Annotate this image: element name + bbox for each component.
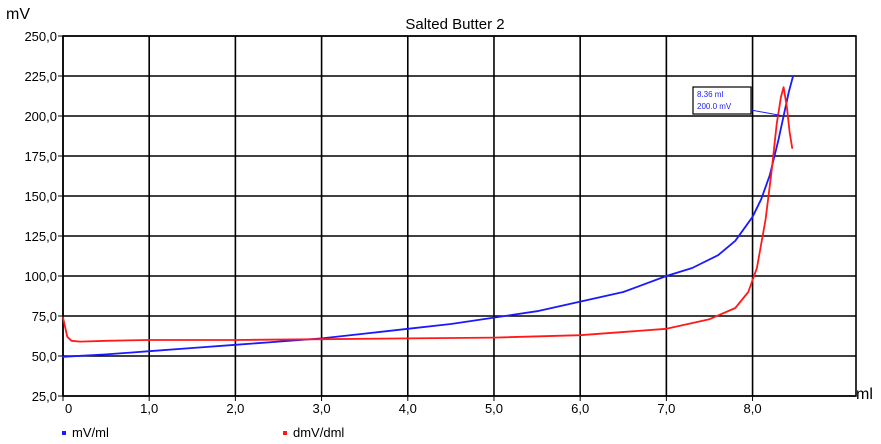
x-tick-label: 8,0 xyxy=(744,401,762,416)
x-tick-label: 1,0 xyxy=(140,401,158,416)
annotation-volume: 8.36 ml xyxy=(697,90,723,99)
y-tick-label: 100,0 xyxy=(24,269,57,284)
y-tick-label: 25,0 xyxy=(32,389,57,404)
x-tick-label: 0 xyxy=(65,401,72,416)
series-line-mv-ml xyxy=(62,75,794,358)
grid xyxy=(58,35,857,401)
legend-swatch xyxy=(283,431,287,435)
x-tick-label: 4,0 xyxy=(399,401,417,416)
series-line-dmv-dml xyxy=(62,86,794,343)
y-tick-label: 125,0 xyxy=(24,229,57,244)
y-tick-label: 50,0 xyxy=(32,349,57,364)
y-axis-unit: mV xyxy=(6,6,30,23)
endpoint-annotation: 8.36 ml 200.0 mV xyxy=(692,86,784,117)
x-tick-label: 7,0 xyxy=(657,401,675,416)
chart-title: Salted Butter 2 xyxy=(405,16,504,33)
y-tick-label: 75,0 xyxy=(32,309,57,324)
y-tick-label: 150,0 xyxy=(24,189,57,204)
tick-labels: 25,0 50,0 75,0 100,0 125,0 150,0 175,0 200,0 225… xyxy=(24,29,761,416)
legend-label: dmV/dml xyxy=(293,425,344,440)
x-axis-unit: ml xyxy=(856,386,873,403)
x-tick-label: 5,0 xyxy=(485,401,503,416)
legend: mV/ml dmV/dml xyxy=(62,425,344,440)
plot-frame xyxy=(62,35,857,397)
series-layer xyxy=(62,75,794,358)
x-tick-label: 6,0 xyxy=(571,401,589,416)
legend-label: mV/ml xyxy=(72,425,109,440)
x-tick-label: 3,0 xyxy=(313,401,331,416)
annotation-leader xyxy=(750,109,784,117)
legend-swatch xyxy=(62,431,66,435)
y-tick-label: 225,0 xyxy=(24,69,57,84)
annotation-box xyxy=(692,86,752,115)
annotation-potential: 200.0 mV xyxy=(697,102,732,111)
y-tick-label: 175,0 xyxy=(24,149,57,164)
y-tick-label: 200,0 xyxy=(24,109,57,124)
x-tick-label: 2,0 xyxy=(226,401,244,416)
y-tick-label: 250,0 xyxy=(24,29,57,44)
